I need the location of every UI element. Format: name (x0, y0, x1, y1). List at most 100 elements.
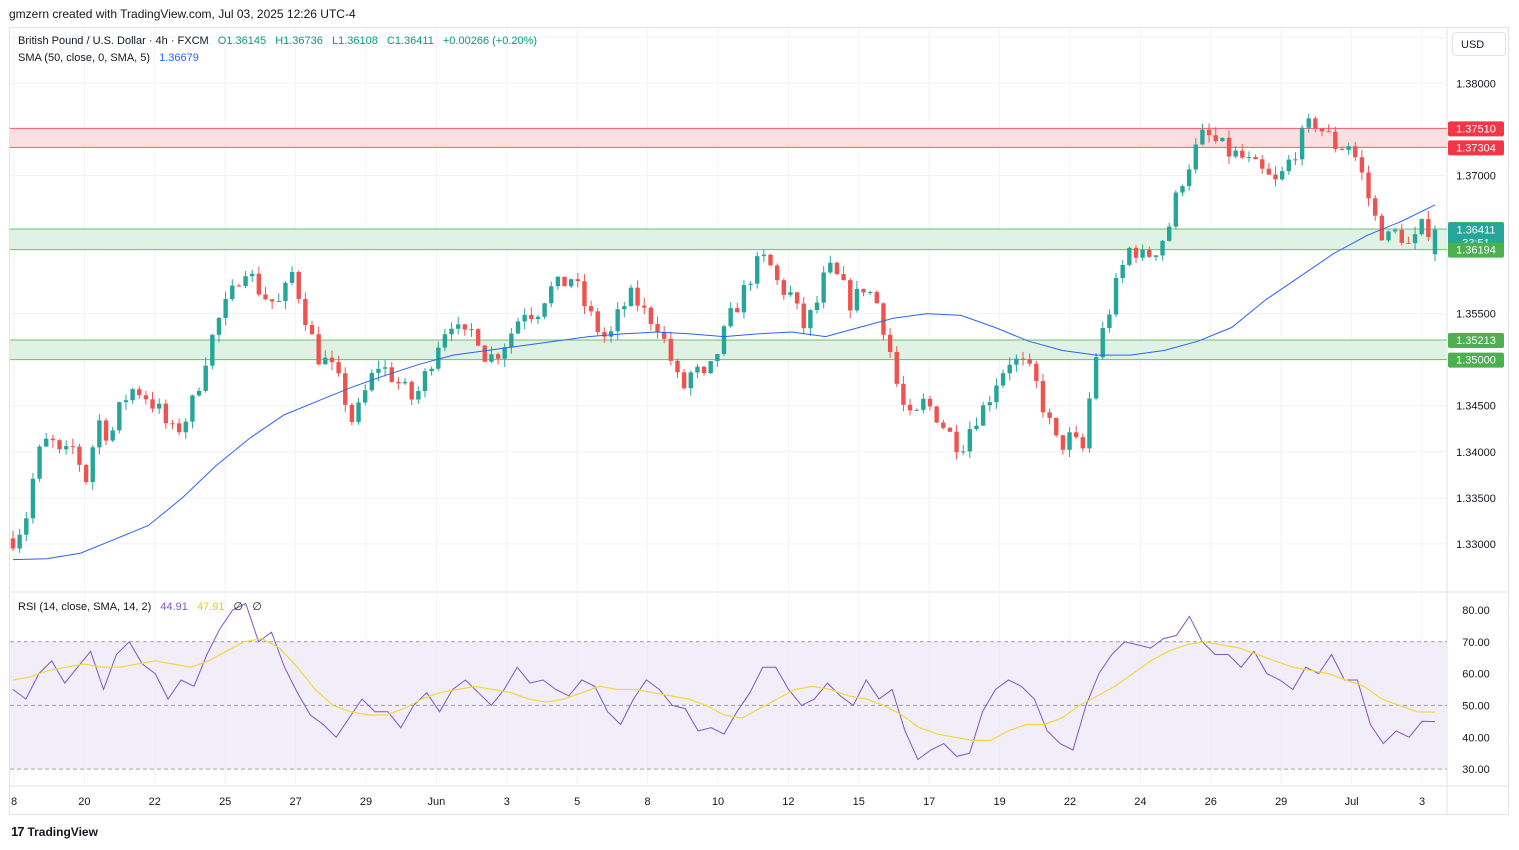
sma-line (12, 204, 1436, 561)
candle-body (1333, 131, 1338, 149)
candle-body (442, 334, 448, 348)
candle-body (349, 404, 355, 422)
candle-body (269, 299, 275, 302)
price-label-text: 1.35213 (1456, 335, 1496, 347)
candle-body (456, 324, 461, 329)
candle-body (1120, 264, 1125, 278)
candle-body (1113, 277, 1119, 315)
candle-body (675, 360, 680, 373)
candle-body (1014, 358, 1019, 365)
candle-body (648, 307, 654, 325)
candle-body (210, 334, 215, 366)
pivot-zone (10, 229, 1447, 250)
candle-body (1220, 137, 1225, 142)
candle-body (681, 372, 687, 389)
candle-body (409, 381, 414, 400)
candle-body (509, 333, 514, 348)
candle-body (961, 451, 966, 453)
candle-body (861, 288, 866, 293)
x-tick-label: Jun (428, 796, 446, 808)
candle-body (602, 332, 607, 337)
candle-body (715, 354, 720, 362)
candle-body (741, 284, 747, 313)
candle-body (77, 446, 82, 465)
candle-body (376, 368, 381, 373)
candle-body (1359, 157, 1365, 173)
candle-body (522, 314, 527, 322)
candle-body (103, 420, 109, 441)
candle-body (887, 334, 893, 352)
candle-body (914, 409, 919, 411)
candle-body (1027, 359, 1032, 364)
rsi-extra-2: ∅ (252, 601, 262, 613)
price-tick-label: 1.35500 (1456, 309, 1496, 321)
rsi-tick-label: 60.00 (1462, 669, 1490, 681)
candle-body (755, 256, 760, 284)
x-tick-label: 29 (360, 796, 372, 808)
candle-body (615, 309, 620, 332)
candle-body (568, 279, 574, 287)
candle-body (17, 534, 22, 549)
candle-body (1054, 417, 1059, 436)
candle-body (1067, 432, 1072, 450)
candle-body (1200, 129, 1205, 145)
candle-body (1419, 219, 1424, 235)
candle-body (881, 303, 886, 335)
candle-body (296, 272, 301, 299)
candle-body (555, 276, 561, 287)
candle-body (1260, 159, 1265, 169)
symbol-name[interactable]: British Pound / U.S. Dollar · 4h · FXCM (18, 35, 209, 47)
candle-body (183, 421, 188, 433)
x-tick-label: Jul (1345, 796, 1359, 808)
candle-body (588, 306, 594, 312)
candle-body (30, 478, 36, 519)
price-labels: 1.375101.373041.364181.3641133:511.36194… (1448, 121, 1504, 368)
candle-body (236, 285, 242, 287)
rsi-sma-line (12, 637, 1436, 741)
price-label-text: 1.37304 (1456, 142, 1496, 154)
candle-body (1167, 226, 1172, 241)
candle-body (1253, 157, 1258, 160)
candle-body (1000, 373, 1006, 386)
candle-body (163, 403, 169, 424)
sma-label[interactable]: SMA (50, close, 0, SMA, 5) (18, 52, 151, 64)
candle-body (117, 402, 122, 431)
candle-body (1080, 437, 1086, 449)
candle-body (230, 285, 235, 300)
candle-body (854, 288, 860, 311)
rsi-tick-label: 80.00 (1462, 605, 1490, 617)
candle-body (83, 464, 89, 483)
x-tick-label: 29 (1275, 796, 1287, 808)
candle-body (223, 299, 228, 318)
price-label-support (1448, 242, 1504, 258)
candle-body (562, 276, 567, 287)
candle-body (143, 395, 149, 400)
candle-body (947, 427, 953, 432)
candle-body (1173, 192, 1179, 227)
candlestick-series (10, 113, 1438, 553)
candle-body (1386, 231, 1391, 241)
currency-button[interactable]: USD (1452, 32, 1506, 56)
x-tick-label: 19 (993, 796, 1005, 808)
candle-body (701, 366, 707, 374)
candle-body (1246, 157, 1252, 159)
candle-body (721, 326, 727, 355)
candle-body (608, 331, 614, 337)
candle-body (37, 446, 42, 479)
price-label-support (1448, 333, 1504, 349)
x-tick-label: 15 (853, 796, 865, 808)
candle-body (974, 425, 979, 430)
candle-body (980, 405, 986, 426)
candle-body (1186, 169, 1192, 187)
tradingview-logo[interactable]: 17 TradingView (11, 824, 98, 839)
ohlc-close: C1.36411 (386, 35, 434, 47)
candle-body (416, 391, 421, 400)
candle-body (1306, 118, 1311, 128)
candle-body (814, 302, 820, 311)
candle-body (495, 354, 501, 359)
candle-body (655, 324, 660, 332)
candle-body (462, 324, 468, 330)
rsi-label[interactable]: RSI (14, close, SMA, 14, 2) (18, 601, 152, 613)
candle-body (994, 385, 999, 403)
